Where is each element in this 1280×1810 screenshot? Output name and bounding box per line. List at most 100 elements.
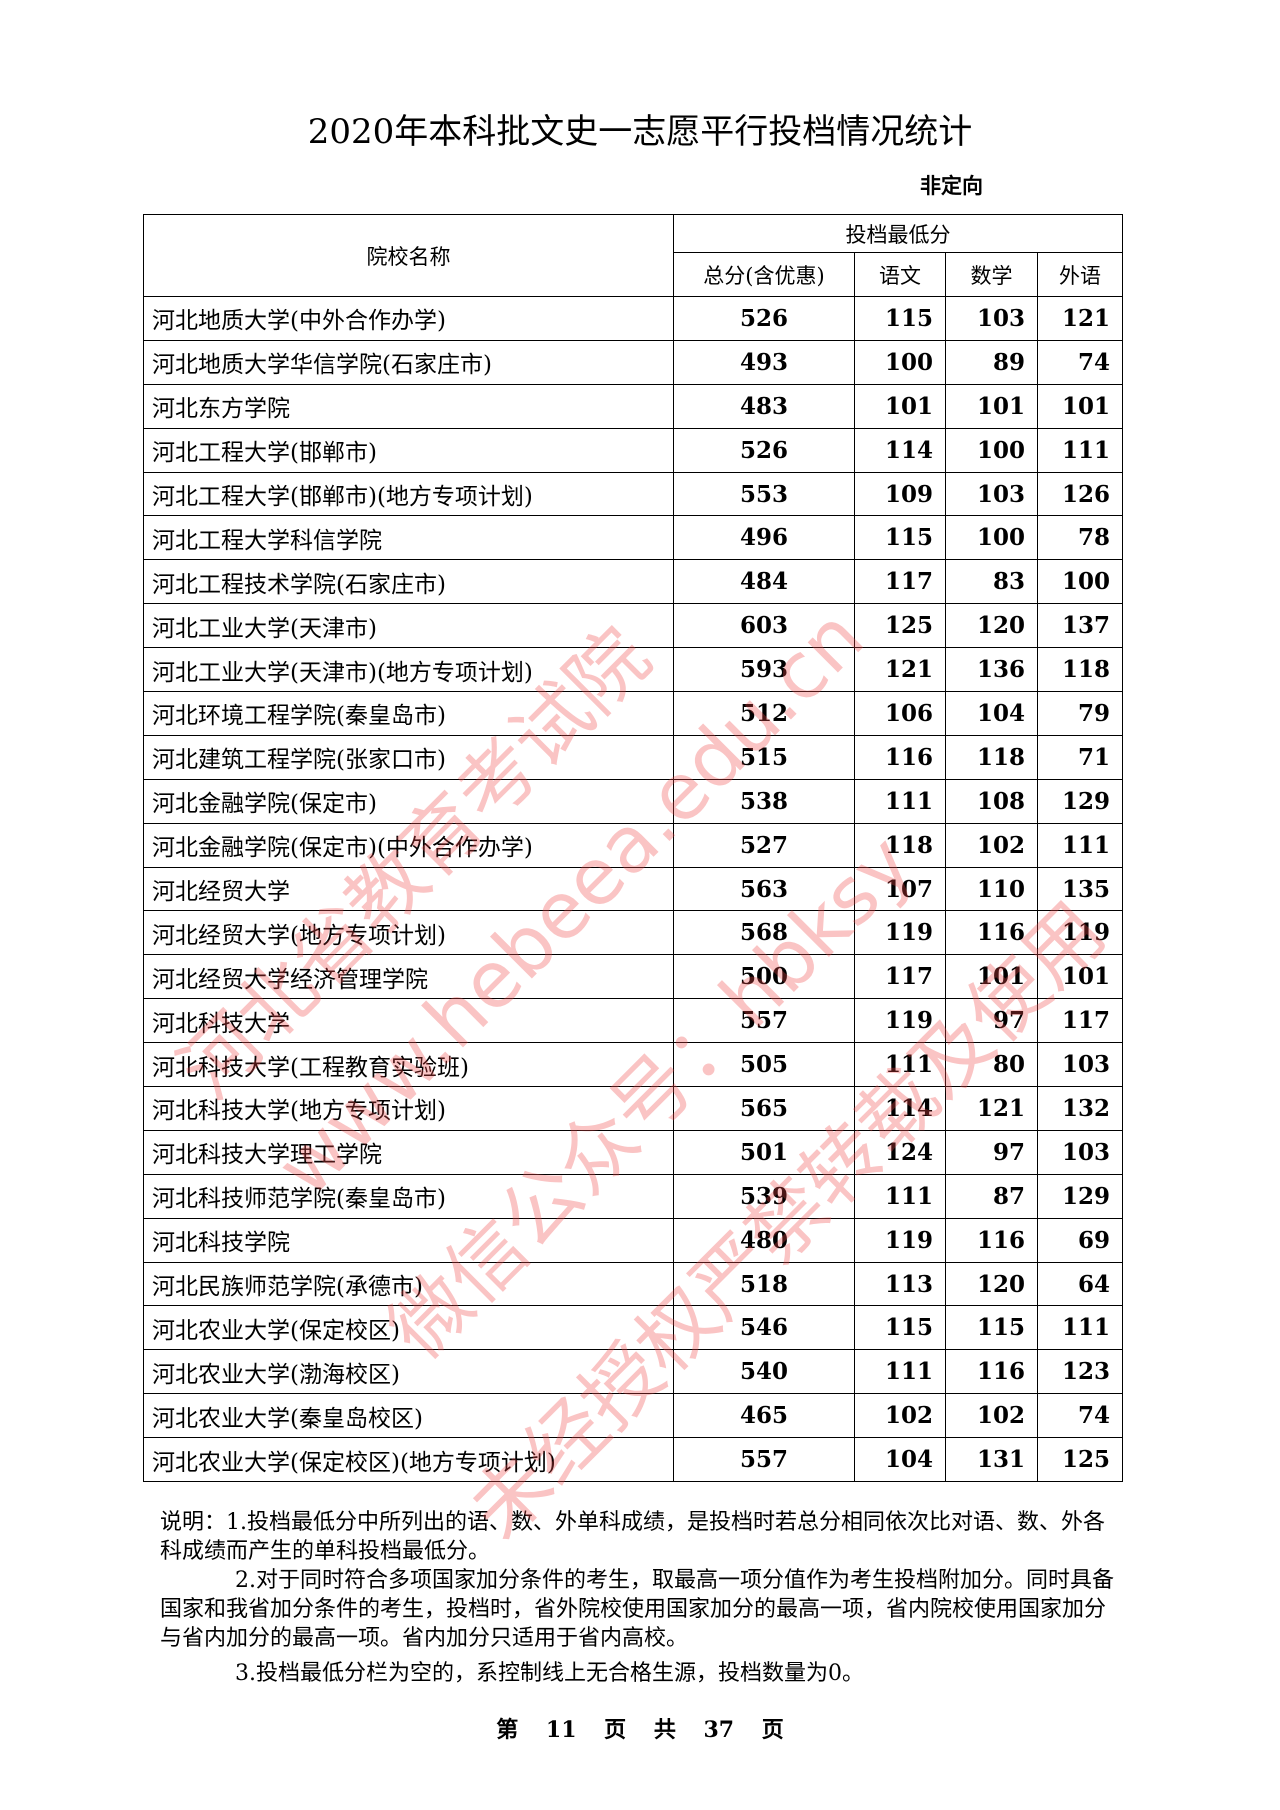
school-name: 河北科技大学(工程教育实验班)	[143, 1042, 674, 1088]
school-name: 河北金融学院(保定市)	[143, 778, 674, 824]
table-row: 河北科技大学 557 119 97 117	[143, 998, 1123, 1044]
school-name: 河北工业大学(天津市)	[143, 603, 674, 649]
foreign-score: 111	[1037, 427, 1123, 473]
table-row: 河北工程大学(邯郸市) 526 114 100 111	[143, 427, 1123, 473]
math-score: 116	[945, 1217, 1038, 1263]
foreign-score: 119	[1037, 910, 1123, 956]
math-score: 102	[945, 822, 1038, 868]
chinese-score: 119	[854, 998, 946, 1044]
math-score: 100	[945, 427, 1038, 473]
total-score: 465	[673, 1393, 855, 1439]
chinese-score: 117	[854, 559, 946, 605]
chinese-score: 111	[854, 778, 946, 824]
math-score: 115	[945, 1305, 1038, 1351]
math-score: 87	[945, 1173, 1038, 1219]
foreign-score: 118	[1037, 647, 1123, 693]
table-row: 河北科技大学(地方专项计划) 565 114 121 132	[143, 1086, 1123, 1131]
table-row: 河北地质大学(中外合作办学) 526 115 103 121	[143, 296, 1123, 341]
foreign-score: 79	[1037, 691, 1123, 736]
foreign-score: 103	[1037, 1129, 1123, 1175]
math-score: 101	[945, 954, 1038, 1000]
chinese-score: 107	[854, 866, 946, 912]
table-row: 河北科技大学理工学院 501 124 97 103	[143, 1129, 1123, 1175]
school-name: 河北科技大学	[143, 998, 674, 1044]
school-name: 河北科技师范学院(秦皇岛市)	[143, 1173, 674, 1219]
foreign-score: 111	[1037, 1305, 1123, 1351]
school-name: 河北科技学院	[143, 1217, 674, 1263]
school-name: 河北工程大学科信学院	[143, 515, 674, 561]
chinese-score: 111	[854, 1349, 946, 1395]
school-name: 河北农业大学(保定校区)	[143, 1305, 674, 1351]
total-score: 538	[673, 778, 855, 824]
chinese-score: 111	[854, 1042, 946, 1088]
foreign-score: 125	[1037, 1437, 1123, 1483]
chinese-score: 102	[854, 1393, 946, 1439]
school-name: 河北东方学院	[143, 383, 674, 429]
chinese-score: 115	[854, 515, 946, 561]
total-score: 496	[673, 515, 855, 561]
table-row: 河北民族师范学院(承德市) 518 113 120 64	[143, 1261, 1123, 1307]
school-name: 河北工程大学(邯郸市)(地方专项计划)	[143, 471, 674, 517]
table-row: 河北地质大学华信学院(石家庄市) 493 100 89 74	[143, 339, 1123, 385]
chinese-score: 124	[854, 1129, 946, 1175]
math-score: 108	[945, 778, 1038, 824]
math-score: 103	[945, 296, 1038, 341]
table-row: 河北东方学院 483 101 101 101	[143, 383, 1123, 429]
table-row: 河北科技大学(工程教育实验班) 505 111 80 103	[143, 1042, 1123, 1088]
total-score: 527	[673, 822, 855, 868]
foreign-score: 132	[1037, 1086, 1123, 1131]
total-score: 568	[673, 910, 855, 956]
total-score: 540	[673, 1349, 855, 1395]
total-score: 539	[673, 1173, 855, 1219]
total-score: 526	[673, 427, 855, 473]
page-title: 2020年本科批文史一志愿平行投档情况统计	[307, 112, 973, 152]
table-row: 河北金融学院(保定市)(中外合作办学) 527 118 102 111	[143, 822, 1123, 868]
school-name: 河北农业大学(保定校区)(地方专项计划)	[143, 1437, 674, 1483]
foreign-score: 101	[1037, 383, 1123, 429]
table-row: 河北工业大学(天津市)(地方专项计划) 593 121 136 118	[143, 647, 1123, 693]
math-score: 83	[945, 559, 1038, 605]
table-row: 河北建筑工程学院(张家口市) 515 116 118 71	[143, 734, 1123, 780]
table-row: 河北经贸大学 563 107 110 135	[143, 866, 1123, 912]
math-score: 120	[945, 1261, 1038, 1307]
chinese-score: 116	[854, 734, 946, 780]
foreign-score: 103	[1037, 1042, 1123, 1088]
foreign-score: 74	[1037, 1393, 1123, 1439]
total-score: 512	[673, 691, 855, 736]
total-score: 500	[673, 954, 855, 1000]
chinese-score: 114	[854, 1086, 946, 1131]
note-3: 3.投档最低分栏为空的，系控制线上无合格生源，投档数量为0。	[235, 1661, 864, 1686]
math-score: 102	[945, 1393, 1038, 1439]
school-name: 河北经贸大学(地方专项计划)	[143, 910, 674, 956]
total-score: 565	[673, 1086, 855, 1131]
chinese-score: 117	[854, 954, 946, 1000]
math-score: 100	[945, 515, 1038, 561]
math-score: 131	[945, 1437, 1038, 1483]
math-score: 116	[945, 910, 1038, 956]
chinese-score: 115	[854, 1305, 946, 1351]
table-row: 河北科技学院 480 119 116 69	[143, 1217, 1123, 1263]
school-name: 河北金融学院(保定市)(中外合作办学)	[143, 822, 674, 868]
chinese-score: 114	[854, 427, 946, 473]
math-score: 101	[945, 383, 1038, 429]
school-name: 河北工程大学(邯郸市)	[143, 427, 674, 473]
school-name: 河北农业大学(渤海校区)	[143, 1349, 674, 1395]
math-score: 80	[945, 1042, 1038, 1088]
chinese-score: 119	[854, 1217, 946, 1263]
header-total: 总分(含优惠)	[673, 252, 855, 297]
school-name: 河北环境工程学院(秦皇岛市)	[143, 691, 674, 736]
header-name: 院校名称	[143, 214, 674, 297]
school-name: 河北经贸大学	[143, 866, 674, 912]
total-score: 515	[673, 734, 855, 780]
math-score: 118	[945, 734, 1038, 780]
foreign-score: 121	[1037, 296, 1123, 341]
total-score: 557	[673, 998, 855, 1044]
foreign-score: 100	[1037, 559, 1123, 605]
school-name: 河北工程技术学院(石家庄市)	[143, 559, 674, 605]
table-row: 河北经贸大学(地方专项计划) 568 119 116 119	[143, 910, 1123, 956]
admission-table: 院校名称 投档最低分 总分(含优惠) 语文 数学 外语 河北地质大学(中外合作办…	[143, 214, 1123, 1483]
math-score: 104	[945, 691, 1038, 736]
total-score: 505	[673, 1042, 855, 1088]
school-name: 河北民族师范学院(承德市)	[143, 1261, 674, 1307]
chinese-score: 111	[854, 1173, 946, 1219]
